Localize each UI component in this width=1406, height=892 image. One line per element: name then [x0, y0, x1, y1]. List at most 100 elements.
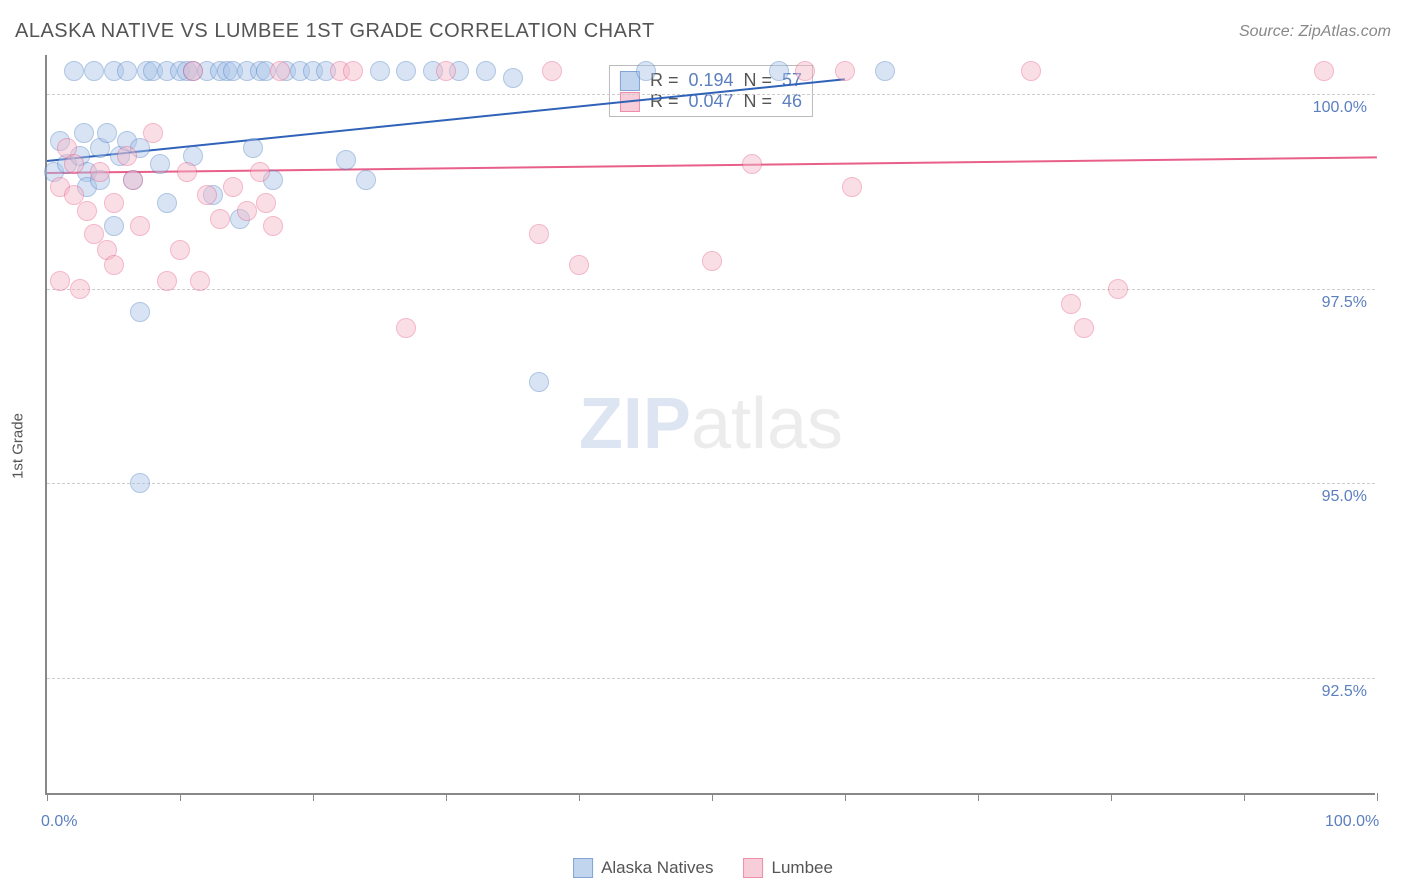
x-tick [446, 793, 447, 801]
lumbee-point [1074, 318, 1094, 338]
alaska-point [356, 170, 376, 190]
plot-area: ZIPatlas R =0.194N =57R =0.047N =46 92.5… [45, 55, 1375, 795]
lumbee-point [436, 61, 456, 81]
lumbee-point [123, 170, 143, 190]
lumbee-point [256, 193, 276, 213]
lumbee-point [835, 61, 855, 81]
gridline [47, 678, 1375, 679]
alaska-point [243, 138, 263, 158]
watermark: ZIPatlas [579, 383, 843, 465]
alaska-point [476, 61, 496, 81]
y-axis-title: 1st Grade [10, 413, 27, 479]
alaska-point [157, 193, 177, 213]
lumbee-point [190, 271, 210, 291]
y-tick-label: 92.5% [1322, 683, 1367, 701]
lumbee-point [263, 216, 283, 236]
lumbee-point [569, 255, 589, 275]
lumbee-point [177, 162, 197, 182]
alaska-point [529, 372, 549, 392]
x-tick [180, 793, 181, 801]
r-value: 0.194 [688, 70, 733, 91]
lumbee-point [396, 318, 416, 338]
x-axis-label-min: 0.0% [41, 813, 77, 831]
lumbee-point [842, 177, 862, 197]
x-tick [712, 793, 713, 801]
y-tick-label: 97.5% [1322, 294, 1367, 312]
alaska-point [84, 61, 104, 81]
lumbee-point [795, 61, 815, 81]
lumbee-point [1061, 294, 1081, 314]
lumbee-point [50, 271, 70, 291]
x-axis-label-max: 100.0% [1325, 813, 1379, 831]
alaska-point [875, 61, 895, 81]
alaska-point [150, 154, 170, 174]
lumbee-point [130, 216, 150, 236]
gridline [47, 289, 1375, 290]
watermark-zip: ZIP [579, 384, 691, 464]
lumbee-point [1021, 61, 1041, 81]
lumbee-point [157, 271, 177, 291]
lumbee-point [1108, 279, 1128, 299]
alaska-point [130, 473, 150, 493]
legend-item: Alaska Natives [573, 858, 713, 878]
alaska-point [104, 216, 124, 236]
x-tick [1377, 793, 1378, 801]
alaska-point [117, 61, 137, 81]
lumbee-point [77, 201, 97, 221]
lumbee-point [702, 251, 722, 271]
y-tick-label: 100.0% [1313, 99, 1367, 117]
x-tick [579, 793, 580, 801]
lumbee-point [250, 162, 270, 182]
x-tick [978, 793, 979, 801]
lumbee-point [143, 123, 163, 143]
watermark-atlas: atlas [691, 384, 843, 464]
alaska-point [130, 302, 150, 322]
lumbee-point [1314, 61, 1334, 81]
legend-label: Lumbee [772, 858, 833, 878]
lumbee-point [90, 162, 110, 182]
alaska-point [503, 68, 523, 88]
alaska-point [396, 61, 416, 81]
x-tick [1244, 793, 1245, 801]
gridline [47, 483, 1375, 484]
alaska-point [336, 150, 356, 170]
x-tick [1111, 793, 1112, 801]
header: ALASKA NATIVE VS LUMBEE 1ST GRADE CORREL… [15, 20, 1391, 43]
source-label: Source: ZipAtlas.com [1239, 23, 1391, 41]
y-tick-label: 95.0% [1322, 488, 1367, 506]
lumbee-point [237, 201, 257, 221]
lumbee-trendline [47, 156, 1377, 174]
chart-title: ALASKA NATIVE VS LUMBEE 1ST GRADE CORREL… [15, 20, 655, 43]
lumbee-point [529, 224, 549, 244]
lumbee-point [64, 154, 84, 174]
lumbee-point [542, 61, 562, 81]
lumbee-point [104, 193, 124, 213]
lumbee-point [343, 61, 363, 81]
lumbee-point [170, 240, 190, 260]
lumbee-point [70, 279, 90, 299]
bottom-legend: Alaska Natives Lumbee [573, 858, 833, 878]
lumbee-point [117, 146, 137, 166]
alaska-point [636, 61, 656, 81]
gridline [47, 94, 1375, 95]
lumbee-point [210, 209, 230, 229]
alaska-point [64, 61, 84, 81]
lumbee-point [104, 255, 124, 275]
lumbee-point [197, 185, 217, 205]
legend-label: Alaska Natives [601, 858, 713, 878]
chart-container: ALASKA NATIVE VS LUMBEE 1ST GRADE CORREL… [0, 0, 1406, 892]
lumbee-point [270, 61, 290, 81]
lumbee-point [742, 154, 762, 174]
alaska-point [370, 61, 390, 81]
legend-swatch [573, 858, 593, 878]
x-tick [47, 793, 48, 801]
alaska-point [769, 61, 789, 81]
alaska-trendline [47, 78, 845, 162]
legend-item: Lumbee [744, 858, 833, 878]
x-tick [845, 793, 846, 801]
lumbee-point [183, 61, 203, 81]
x-tick [313, 793, 314, 801]
alaska-point [74, 123, 94, 143]
legend-swatch [744, 858, 764, 878]
alaska-point [97, 123, 117, 143]
